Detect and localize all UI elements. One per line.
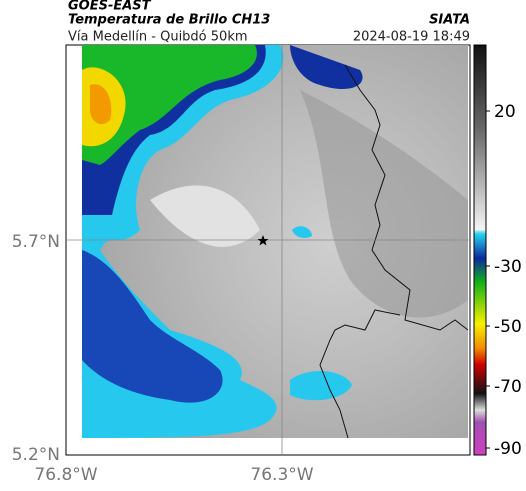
blue-north [290, 45, 363, 90]
colorbar-tick-label: -50 [494, 317, 522, 337]
coastline [319, 64, 469, 439]
blue-south [82, 250, 223, 403]
subtitle: Temperatura de Brillo CH13 [68, 13, 270, 28]
title: GOES-EAST [68, 0, 152, 14]
colorbar-tick-label: 20 [494, 102, 516, 122]
colorbar [473, 44, 487, 456]
lon-label: 76.8°W [34, 465, 97, 485]
station-marker [257, 235, 269, 246]
colorbar-tick-label: -30 [494, 257, 522, 277]
orange-area [90, 84, 112, 125]
colorbar-ticks: 20 -30 -50 -70 -90 [486, 102, 522, 459]
cyan-spot [292, 226, 312, 238]
caption: Vía Medellín - Quibdó 50km [68, 30, 248, 45]
source: SIATA [429, 13, 470, 28]
green-area [82, 45, 257, 165]
lon-label: 76.3°W [250, 465, 313, 485]
cloud-light [150, 185, 260, 247]
timestamp: 2024-08-19 18:49 [353, 30, 470, 45]
lat-label: 5.2°N [12, 445, 60, 465]
cyan-south [290, 370, 352, 401]
lat-label: 5.7°N [12, 232, 60, 252]
colorbar-tick-label: -70 [494, 377, 522, 397]
map [65, 44, 471, 456]
colorbar-tick-label: -90 [494, 439, 522, 459]
cloud-dark [300, 90, 468, 318]
